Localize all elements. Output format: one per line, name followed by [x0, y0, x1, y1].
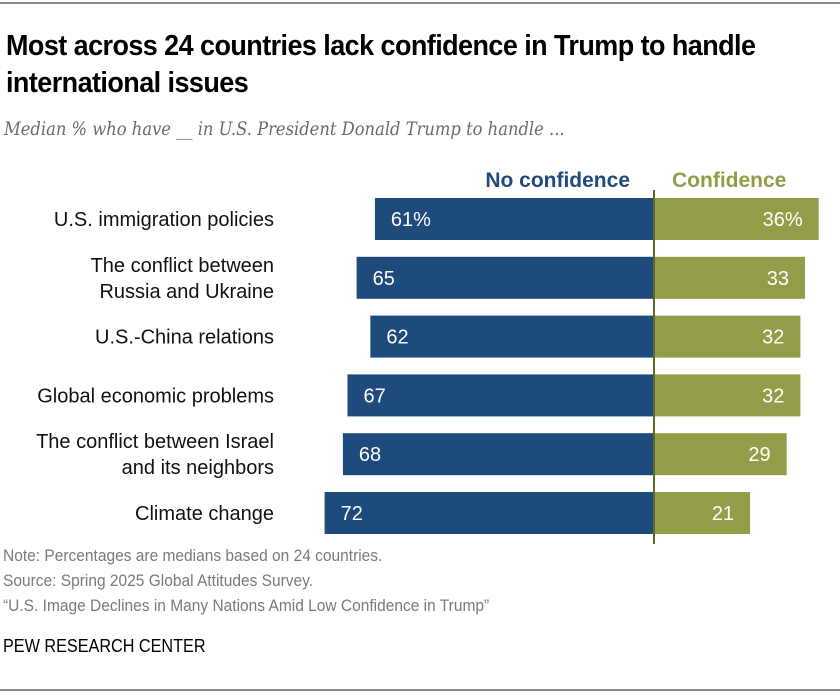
- value-label-no-confidence: 72: [341, 503, 363, 525]
- bar-confidence: [654, 374, 801, 417]
- bar-no-confidence: [356, 256, 654, 299]
- chart-title: Most across 24 countries lack confidence…: [6, 30, 756, 99]
- bar-confidence: [654, 315, 801, 358]
- value-label-confidence: 33: [767, 268, 789, 290]
- legend-confidence: Confidence: [672, 169, 786, 192]
- bar-no-confidence: [370, 315, 654, 358]
- bar-confidence: [654, 433, 787, 476]
- category-label: Global economic problems: [37, 385, 274, 407]
- category-label: Climate change: [135, 503, 274, 525]
- category-label: U.S. immigration policies: [54, 209, 274, 231]
- bar-confidence: [654, 198, 819, 240]
- value-label-no-confidence: 61%: [391, 209, 431, 231]
- category-label: The conflict between Israel and its neigh…: [36, 431, 274, 479]
- bar-no-confidence: [324, 492, 654, 534]
- source-text: Source: Spring 2025 Global Attitudes Sur…: [3, 572, 314, 590]
- notes: Note: Percentages are medians based on 2…: [3, 544, 489, 619]
- legend: No confidence Confidence: [485, 169, 786, 192]
- value-label-confidence: 29: [748, 444, 770, 466]
- bar-no-confidence: [347, 374, 654, 417]
- category-labels: U.S. immigration policies The conflict be…: [36, 209, 274, 525]
- value-label-no-confidence: 67: [363, 385, 385, 407]
- value-label-no-confidence: 62: [386, 327, 408, 349]
- brand-logo-text: PEW RESEARCH CENTER: [3, 636, 206, 656]
- value-label-no-confidence: 65: [373, 268, 395, 290]
- value-label-confidence: 32: [762, 385, 784, 407]
- bottom-rule: [0, 689, 840, 691]
- value-label-no-confidence: 68: [359, 444, 381, 466]
- value-label-confidence: 21: [712, 503, 734, 525]
- category-label: U.S.-China relations: [95, 327, 274, 349]
- bar-confidence: [654, 256, 805, 299]
- note-text: Note: Percentages are medians based on 2…: [3, 547, 383, 565]
- value-label-confidence: 32: [762, 327, 784, 349]
- chart-subtitle: Median % who have __ in U.S. President D…: [4, 118, 565, 140]
- bar-no-confidence: [374, 198, 654, 240]
- bar-no-confidence: [342, 433, 654, 476]
- category-label: The conflict between Russia and Ukraine: [91, 255, 274, 303]
- legend-no-confidence: No confidence: [485, 169, 630, 192]
- bars: 61% 36% 65 33 62 32 67 32 68 29 72 21: [324, 190, 819, 544]
- bar-confidence: [654, 492, 751, 534]
- report-title: “U.S. Image Declines in Many Nations Ami…: [3, 597, 490, 615]
- top-rule: [0, 2, 840, 4]
- diverging-bar-chart: No confidence Confidence 61% 36% 65 33 62 32 67…: [36, 169, 819, 544]
- value-label-confidence: 36%: [763, 209, 803, 231]
